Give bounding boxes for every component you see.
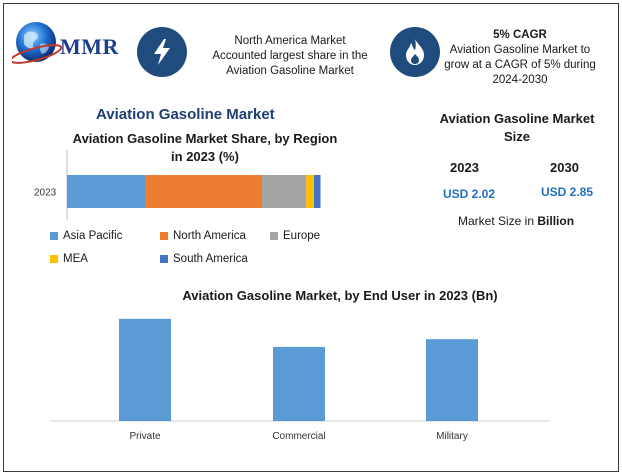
year-2030: 2030 — [550, 160, 579, 175]
tick-label-commercial: Commercial — [272, 431, 326, 442]
tick-label-military: Military — [436, 431, 468, 442]
header-right-block: 5% CAGR Aviation Gasoline Market to grow… — [440, 28, 600, 88]
value-2023: USD 2.02 — [443, 187, 496, 201]
category-label: 2023 — [34, 188, 57, 199]
mmr-logo: MMR — [12, 18, 132, 70]
bar-military — [426, 339, 478, 421]
legend-item-north-america: North America — [160, 230, 246, 242]
bar-segment-mea — [306, 175, 314, 208]
legend-swatch — [50, 232, 58, 240]
enduser-bar-chart — [50, 318, 550, 422]
legend-label: North America — [173, 230, 246, 242]
year-2023: 2023 — [450, 160, 479, 175]
legend-item-mea: MEA — [50, 253, 88, 265]
globe-icon — [12, 22, 63, 64]
legend-item-asia-pacific: Asia Pacific — [50, 230, 122, 242]
legend-label: Asia Pacific — [63, 230, 123, 242]
market-title: Aviation Gasoline Market — [96, 106, 275, 123]
legend-label: Europe — [283, 230, 321, 242]
legend-swatch — [270, 232, 278, 240]
bar-segment-north-america — [145, 175, 262, 208]
lightning-icon — [137, 27, 187, 77]
caption-prefix: Market Size in — [458, 214, 538, 228]
bar-commercial — [273, 346, 325, 421]
caption-unit: Billion — [537, 214, 575, 228]
legend-item-south-america: South America — [160, 253, 248, 265]
bar-segment-asia-pacific — [67, 175, 145, 208]
legend-label: South America — [173, 253, 248, 265]
region-share-chart: 2023 — [34, 150, 321, 220]
legend-label: MEA — [63, 253, 88, 265]
legend-swatch — [160, 255, 168, 263]
legend-swatch — [160, 232, 168, 240]
legend-swatch — [50, 255, 58, 263]
market-size-title: Aviation Gasoline Market Size — [439, 111, 595, 144]
bar-private — [119, 318, 171, 421]
bar-segment-europe — [262, 175, 307, 208]
enduser-chart-title: Aviation Gasoline Market, by End User in… — [182, 288, 498, 303]
bar-segment-south-america — [314, 175, 321, 208]
region-chart-title: Aviation Gasoline Market Share, by Regio… — [72, 131, 338, 164]
flame-icon — [390, 27, 440, 77]
tick-label-private: Private — [129, 431, 161, 442]
market-size-caption: Market Size in Billion — [458, 214, 574, 228]
logo-text: MMR — [60, 34, 119, 59]
value-2030: USD 2.85 — [541, 185, 594, 199]
cagr-text: Aviation Gasoline Market to grow at a CA… — [444, 44, 596, 86]
legend-item-europe: Europe — [270, 230, 320, 242]
header-left-text: North America Market Accounted largest s… — [212, 35, 368, 77]
cagr-title: 5% CAGR — [493, 29, 547, 41]
